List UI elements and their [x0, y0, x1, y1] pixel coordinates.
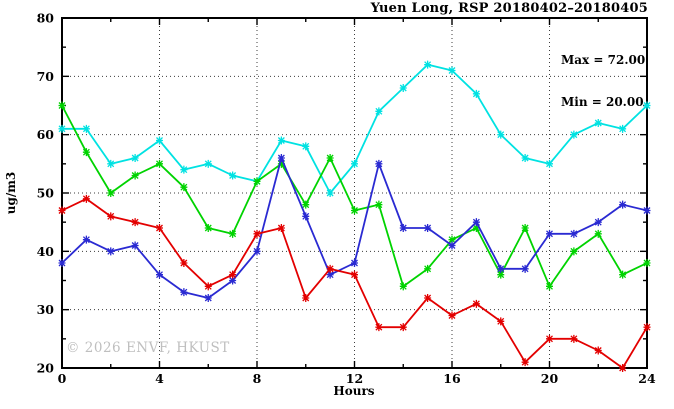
y-tick-label: 40: [37, 244, 55, 259]
x-tick-label: 8: [253, 371, 262, 386]
stats-block: Max = 72.00 Min = 20.00: [561, 25, 645, 137]
x-tick-label: 20: [541, 371, 559, 386]
x-tick-label: 4: [155, 371, 164, 386]
y-tick-label: 50: [37, 186, 55, 201]
y-tick-label: 80: [37, 11, 55, 26]
y-tick-label: 30: [37, 302, 55, 317]
x-axis-title: Hours: [333, 384, 375, 398]
watermark: © 2026 ENVF, HKUST: [66, 340, 230, 356]
x-tick-label: 24: [638, 371, 656, 386]
series-red-markers: [58, 194, 651, 372]
chart-title: Yuen Long, RSP 20180402–20180405: [370, 1, 648, 16]
series-cyan-line: [62, 63, 648, 194]
series-green-markers: [58, 101, 651, 291]
y-tick-label: 60: [37, 127, 55, 142]
plot-border: [61, 17, 648, 369]
x-tick-label: 16: [443, 371, 461, 386]
x-tick-label: 0: [58, 371, 67, 386]
y-axis-title: ug/m3: [4, 171, 18, 215]
max-value-label: Max = 72.00: [561, 53, 646, 67]
y-tick-label: 20: [37, 361, 55, 376]
series-blue-markers: [58, 154, 651, 302]
min-value-label: Min = 20.00: [561, 95, 644, 109]
y-tick-label: 70: [37, 69, 55, 84]
x-tick-label: 12: [346, 371, 363, 386]
